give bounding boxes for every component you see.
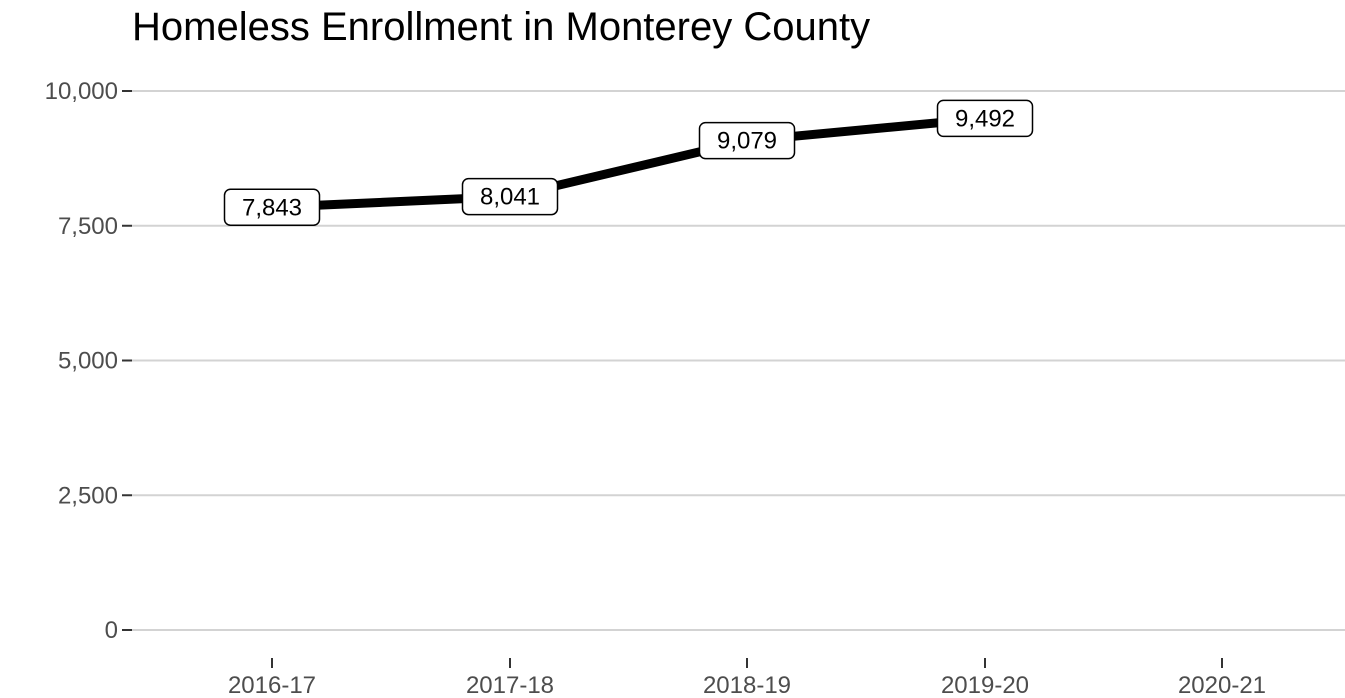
data-label: 9,079 <box>698 121 796 160</box>
y-tick-label: 5,000 <box>58 348 118 375</box>
data-label-text: 9,079 <box>717 128 777 155</box>
series <box>271 113 986 212</box>
data-label: 7,843 <box>223 188 321 227</box>
data-labels: 7,843 8,041 9,079 9,492 <box>223 99 1034 227</box>
y-tick-label: 0 <box>105 617 118 644</box>
x-tick-label: 2016-17 <box>228 672 316 698</box>
data-label-box <box>461 177 559 216</box>
x-tick-label: 2018-19 <box>703 672 791 698</box>
x-tick-label: 2019-20 <box>941 672 1029 698</box>
series-line <box>271 113 986 212</box>
x-axis: 2016-17 2017-18 2018-19 2019-20 2020-21 <box>228 658 1266 698</box>
y-axis: 0 2,500 5,000 7,500 10,000 <box>45 78 132 644</box>
y-tick-label: 7,500 <box>58 213 118 240</box>
data-label-text: 7,843 <box>242 194 302 221</box>
data-label-text: 9,492 <box>955 105 1015 132</box>
data-label-box <box>223 188 321 227</box>
gridlines <box>132 90 1345 631</box>
chart-title: Homeless Enrollment in Monterey County <box>132 5 870 49</box>
data-label-text: 8,041 <box>480 184 540 211</box>
data-label: 8,041 <box>461 177 559 216</box>
x-tick-label: 2017-18 <box>466 672 554 698</box>
y-tick-label: 2,500 <box>58 482 118 509</box>
x-tick-label: 2020-21 <box>1178 672 1266 698</box>
data-label: 9,492 <box>936 99 1034 138</box>
y-tick-label: 10,000 <box>45 78 118 105</box>
data-label-box <box>698 121 796 160</box>
data-label-box <box>936 99 1034 138</box>
